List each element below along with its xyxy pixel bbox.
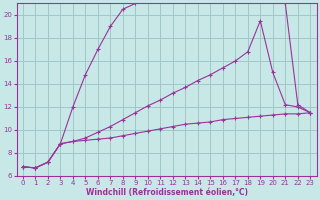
X-axis label: Windchill (Refroidissement éolien,°C): Windchill (Refroidissement éolien,°C) (85, 188, 248, 197)
